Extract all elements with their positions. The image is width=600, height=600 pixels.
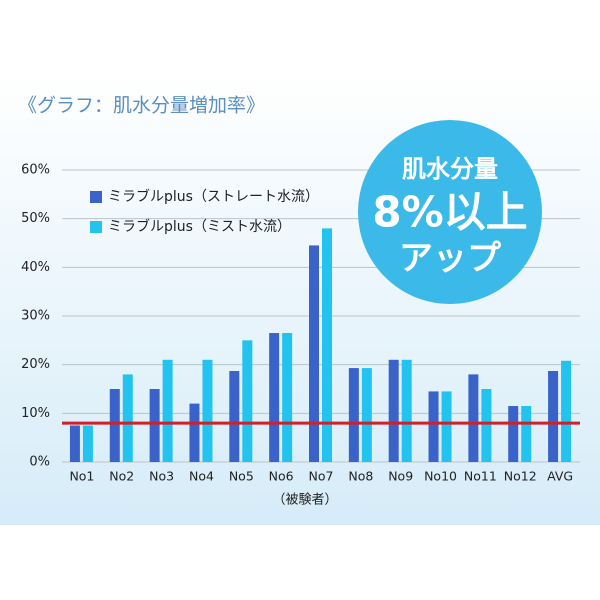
y-tick-label: 30% [21, 309, 50, 324]
bar [441, 391, 452, 462]
x-tick-label: No12 [504, 469, 537, 484]
legend-label: ミラブルplus（ミスト水流） [108, 218, 291, 235]
bar [282, 333, 293, 462]
y-tick-label: 10% [21, 406, 50, 421]
bar [388, 359, 399, 462]
badge-text: 肌水分量 [402, 155, 498, 183]
legend-swatch [90, 191, 102, 203]
x-tick-label: No5 [229, 469, 254, 484]
bar [229, 370, 240, 462]
chart-title: 《グラフ：肌水分量増加率》 [18, 95, 265, 117]
bar [189, 403, 200, 462]
bar [521, 406, 532, 462]
x-tick-label: No7 [309, 469, 334, 484]
bar [481, 389, 492, 462]
bar [401, 359, 412, 462]
bar [82, 425, 93, 462]
x-tick-label: No9 [388, 469, 413, 484]
badge-text: アップ [399, 239, 501, 279]
bar [322, 228, 332, 462]
badge [358, 120, 542, 304]
bar [361, 368, 372, 462]
bar [242, 340, 253, 462]
badge-text: 8%以上 [372, 188, 527, 237]
bar [348, 368, 359, 462]
x-tick-label: No3 [149, 469, 174, 484]
bar [202, 359, 213, 462]
x-tick-label: No8 [348, 469, 373, 484]
bar [269, 333, 280, 462]
x-tick-label: No1 [69, 469, 94, 484]
x-tick-label: No10 [424, 469, 457, 484]
x-tick-label: No11 [464, 469, 497, 484]
x-tick-label: AVG [547, 469, 573, 484]
y-tick-label: 60% [21, 163, 50, 178]
bar [109, 389, 120, 462]
bar [548, 370, 559, 462]
bar [468, 374, 479, 462]
bar [162, 359, 173, 462]
x-tick-label: No2 [109, 469, 134, 484]
bar [561, 360, 572, 462]
x-axis-label: （被験者） [272, 493, 337, 508]
bar [428, 391, 439, 462]
y-tick-label: 20% [21, 357, 50, 372]
y-tick-label: 0% [29, 455, 50, 470]
y-tick-label: 40% [21, 260, 50, 275]
x-tick-label: No4 [189, 469, 214, 484]
bar [69, 425, 80, 462]
y-tick-label: 50% [21, 211, 50, 226]
legend-label: ミラブルplus（ストレート水流） [108, 188, 319, 205]
x-tick-label: No6 [269, 469, 294, 484]
bar [309, 245, 319, 462]
bar [149, 389, 160, 462]
legend-swatch [90, 221, 102, 233]
bar [122, 374, 133, 462]
bar [508, 406, 519, 462]
